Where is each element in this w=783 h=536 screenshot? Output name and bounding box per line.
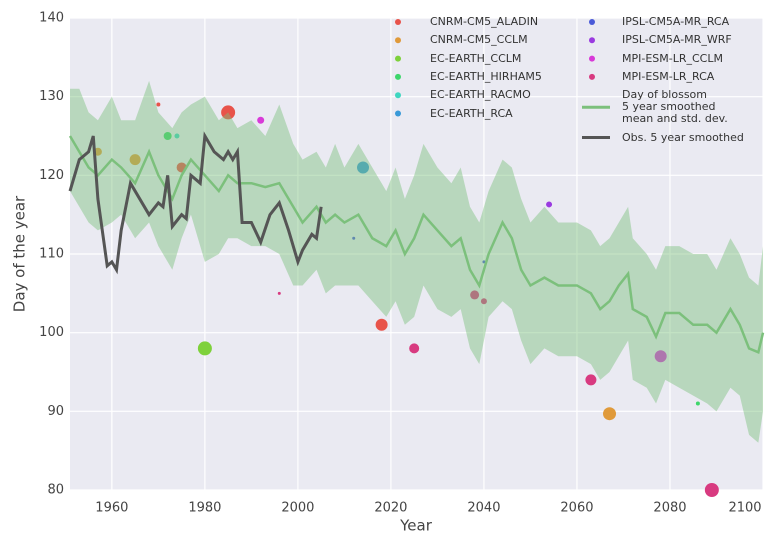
legend-marker	[395, 92, 401, 99]
legend-label: EC-EARTH_RCA	[430, 106, 513, 120]
y-tick-label: 80	[47, 483, 64, 498]
point	[695, 401, 700, 406]
y-tick-label: 110	[39, 247, 64, 262]
y-axis-label: Day of the year	[11, 195, 29, 312]
point	[654, 350, 667, 363]
x-tick-label: 2080	[653, 501, 686, 516]
legend-label: IPSL-CM5A-MR_RCA	[622, 15, 730, 28]
line	[68, 135, 765, 355]
point	[357, 161, 370, 174]
point	[129, 154, 141, 166]
point	[482, 260, 486, 264]
x-axis-label: Year	[399, 517, 433, 535]
legend-label: Obs. 5 year smoothed	[622, 130, 744, 144]
point	[603, 407, 617, 421]
x-tick-label: 2000	[281, 501, 314, 516]
x-tick-label: 2040	[467, 501, 500, 516]
legend-marker	[395, 19, 401, 25]
point	[352, 236, 356, 240]
legend-label: MPI-ESM-LR_RCA	[622, 69, 715, 83]
x-tick-label: 1960	[95, 501, 128, 516]
legend-label: Day of blossom 5 year smoothed mean and …	[622, 88, 728, 126]
point	[470, 290, 480, 300]
point	[257, 116, 265, 124]
x-tick-label: 2100	[728, 501, 761, 516]
legend-marker	[395, 55, 401, 62]
legend-label: IPSL-CM5A-MR_WRF	[622, 33, 732, 47]
legend-label: MPI-ESM-LR_CCLM	[622, 51, 723, 65]
legend-marker	[395, 73, 401, 80]
y-tick-label: 120	[39, 168, 64, 183]
marks	[68, 80, 765, 497]
legend-marker	[589, 55, 595, 62]
point	[409, 343, 420, 354]
point	[546, 201, 553, 208]
point	[197, 341, 212, 356]
legend-label: EC-EARTH_HIRHAM5	[430, 69, 542, 83]
y-tick-label: 130	[39, 89, 64, 104]
grid	[70, 17, 764, 491]
point	[704, 483, 719, 497]
y-tick-label: 140	[39, 11, 64, 26]
point	[277, 291, 281, 295]
point	[585, 374, 597, 386]
legend-marker	[589, 19, 595, 25]
point	[375, 318, 388, 331]
point	[480, 298, 487, 305]
legend-label: EC-EARTH_RACMO	[430, 88, 531, 102]
legend-label: CNRM-CM5_ALADIN	[430, 15, 539, 28]
legend-marker	[589, 73, 595, 80]
std-band	[70, 80, 763, 443]
x-tick-label: 1980	[188, 501, 221, 516]
legend-marker	[395, 110, 401, 117]
y-tick-label: 90	[47, 404, 64, 419]
x-tick-label: 2020	[374, 501, 407, 516]
y-tick-label: 100	[39, 325, 64, 340]
legend-marker	[589, 37, 595, 44]
legend-marker	[395, 37, 401, 44]
point	[163, 132, 172, 140]
legend-label: CNRM-CM5_CCLM	[430, 33, 528, 47]
point	[156, 102, 161, 107]
point	[174, 133, 180, 139]
line	[68, 131, 323, 275]
legend-label: EC-EARTH_CCLM	[430, 51, 522, 65]
x-tick-label: 2060	[560, 501, 593, 516]
point	[221, 105, 236, 120]
